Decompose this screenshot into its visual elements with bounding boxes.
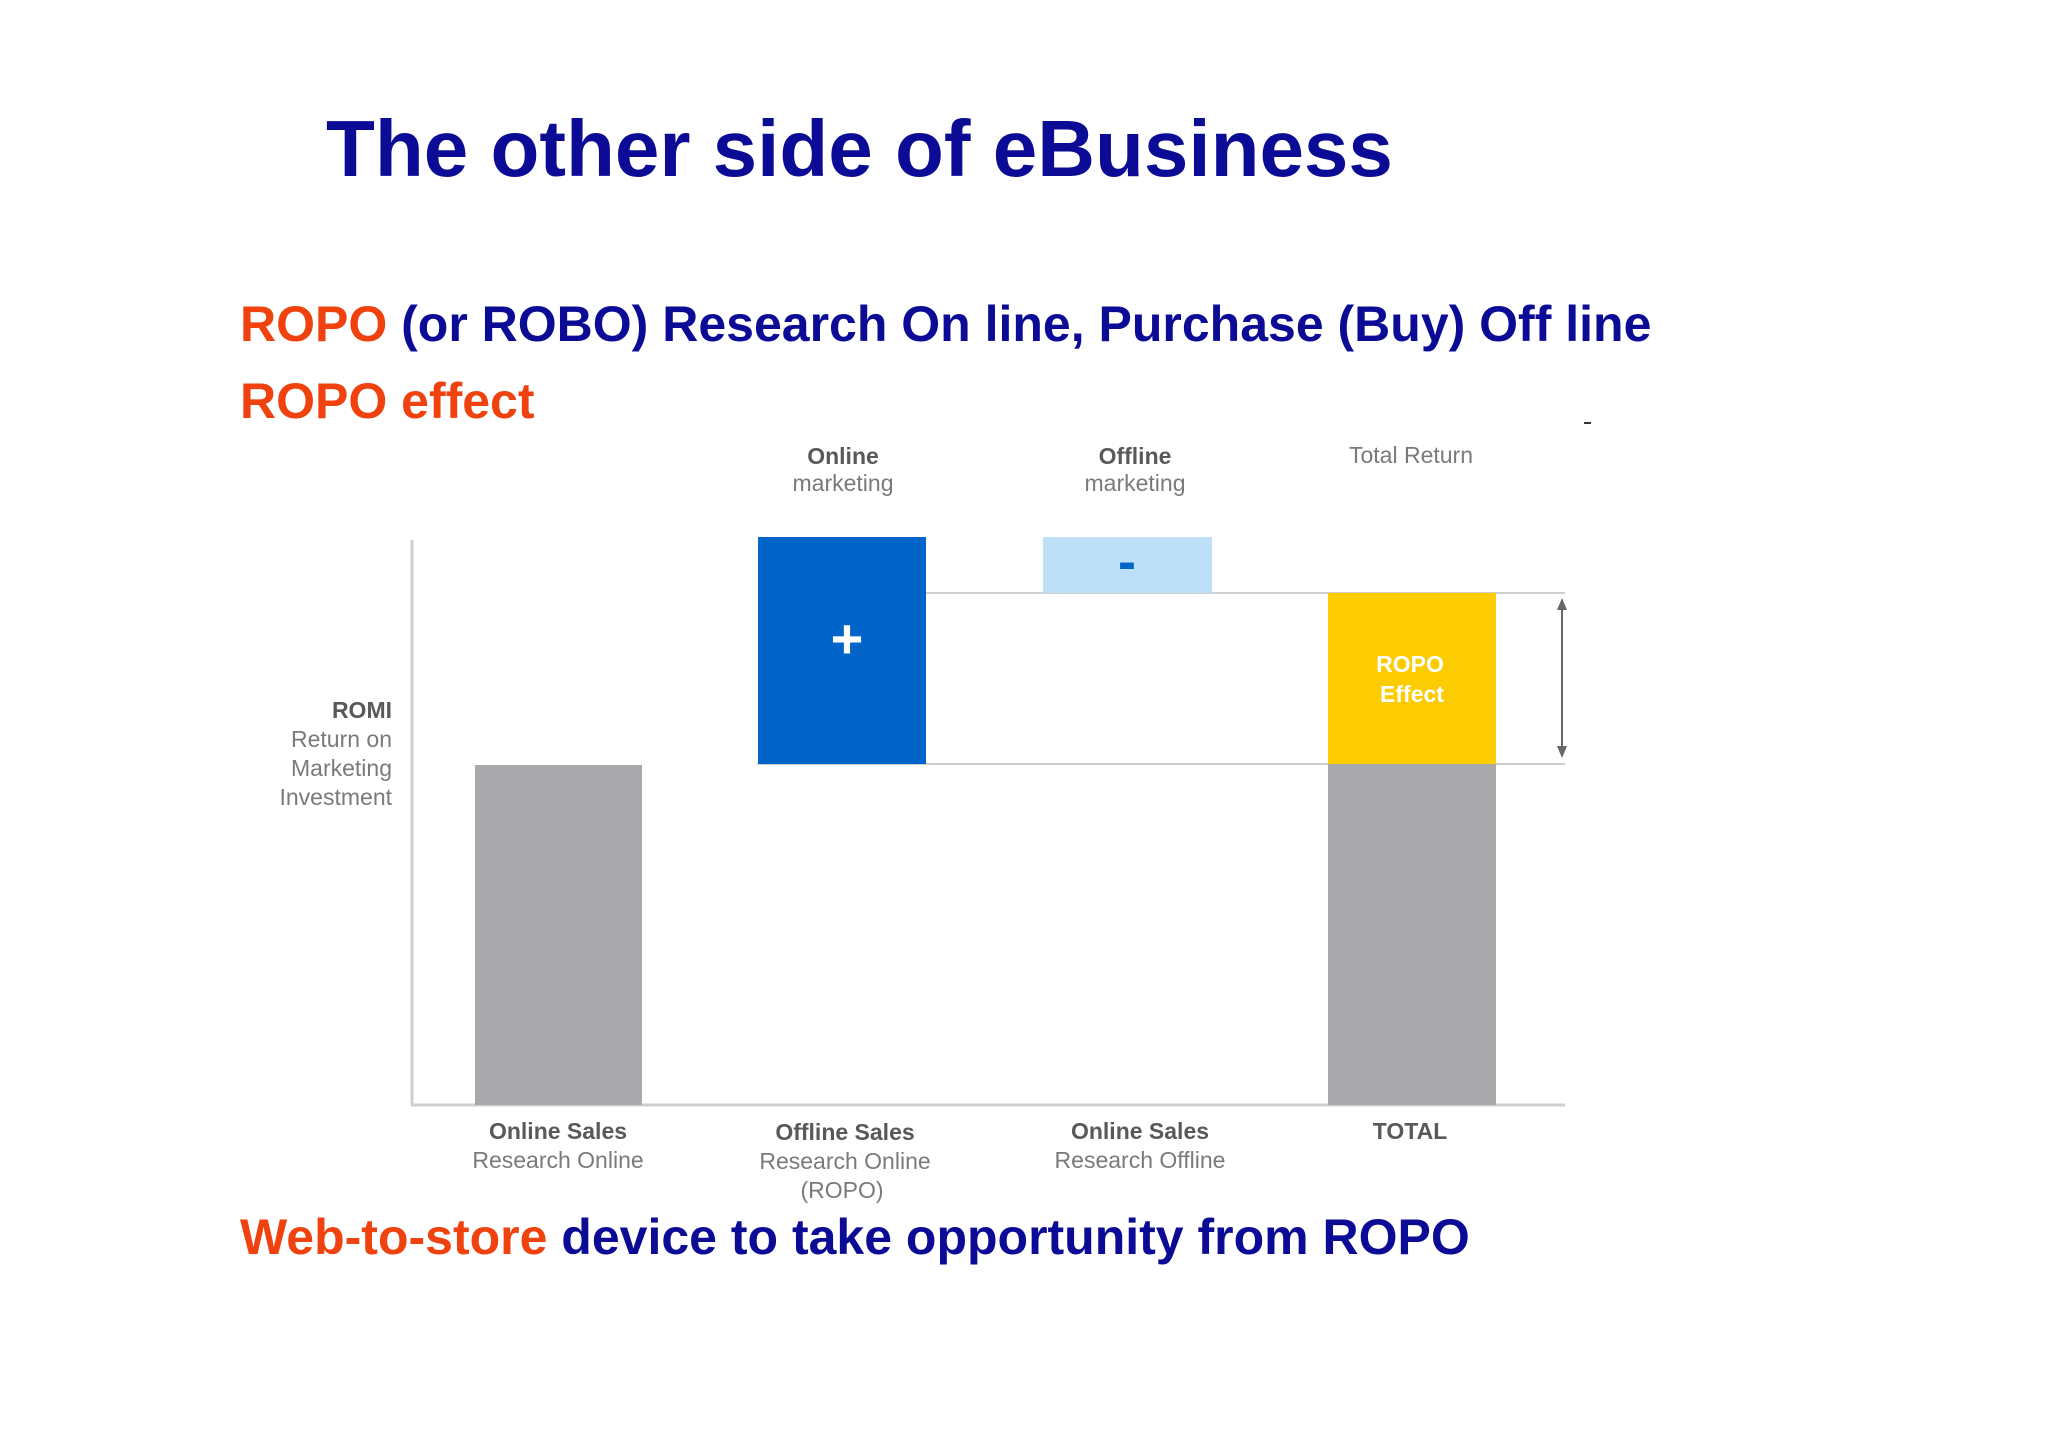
offline-marketing-sublabel: marketing bbox=[1085, 470, 1186, 496]
bar-online-sales bbox=[475, 765, 642, 1105]
bar-online-marketing bbox=[758, 537, 926, 764]
ropo-effect-label-2: Effect bbox=[1380, 681, 1444, 707]
minus-symbol: - bbox=[1118, 532, 1136, 592]
offline-marketing-label: Offline bbox=[1099, 443, 1172, 469]
online-marketing-label: Online bbox=[807, 443, 879, 469]
category-3-label: Online Sales bbox=[1071, 1118, 1209, 1144]
category-2-sublabel-1: Research Online bbox=[759, 1148, 930, 1174]
bar-offline-marketing bbox=[1043, 537, 1212, 593]
online-marketing-sublabel: marketing bbox=[793, 470, 894, 496]
web-to-store-term: Web-to-store bbox=[240, 1209, 548, 1265]
romi-sublabel-3: Investment bbox=[280, 784, 393, 810]
ropo-term: ROPO bbox=[240, 296, 388, 352]
category-1-sublabel: Research Online bbox=[472, 1147, 643, 1173]
category-1-label: Online Sales bbox=[489, 1118, 627, 1144]
romi-label: ROMI bbox=[332, 697, 392, 723]
ropo-effect-label-1: ROPO bbox=[1376, 651, 1444, 677]
romi-sublabel-2: Marketing bbox=[291, 755, 392, 781]
bar-ropo-effect bbox=[1328, 593, 1496, 764]
double-arrow-icon bbox=[1557, 598, 1567, 758]
bar-total-base bbox=[1328, 764, 1496, 1105]
ropo-definition-text: (or ROBO) Research On line, Purchase (Bu… bbox=[387, 296, 1652, 352]
category-2-label: Offline Sales bbox=[775, 1119, 914, 1145]
plus-symbol: + bbox=[831, 607, 864, 670]
page-title: The other side of eBusiness bbox=[326, 104, 1393, 193]
ropo-effect-heading: ROPO effect bbox=[240, 373, 535, 429]
category-2-sublabel-2: (ROPO) bbox=[800, 1177, 883, 1203]
romi-sublabel-1: Return on bbox=[291, 726, 392, 752]
category-4-label: TOTAL bbox=[1373, 1118, 1448, 1144]
total-return-label: Total Return bbox=[1349, 442, 1473, 468]
web-to-store-line: Web-to-store device to take opportunity … bbox=[240, 1208, 1470, 1266]
web-to-store-text: device to take opportunity from ROPO bbox=[547, 1209, 1470, 1265]
ropo-definition-line: ROPO (or ROBO) Research On line, Purchas… bbox=[240, 295, 1651, 353]
category-3-sublabel: Research Offline bbox=[1055, 1147, 1226, 1173]
